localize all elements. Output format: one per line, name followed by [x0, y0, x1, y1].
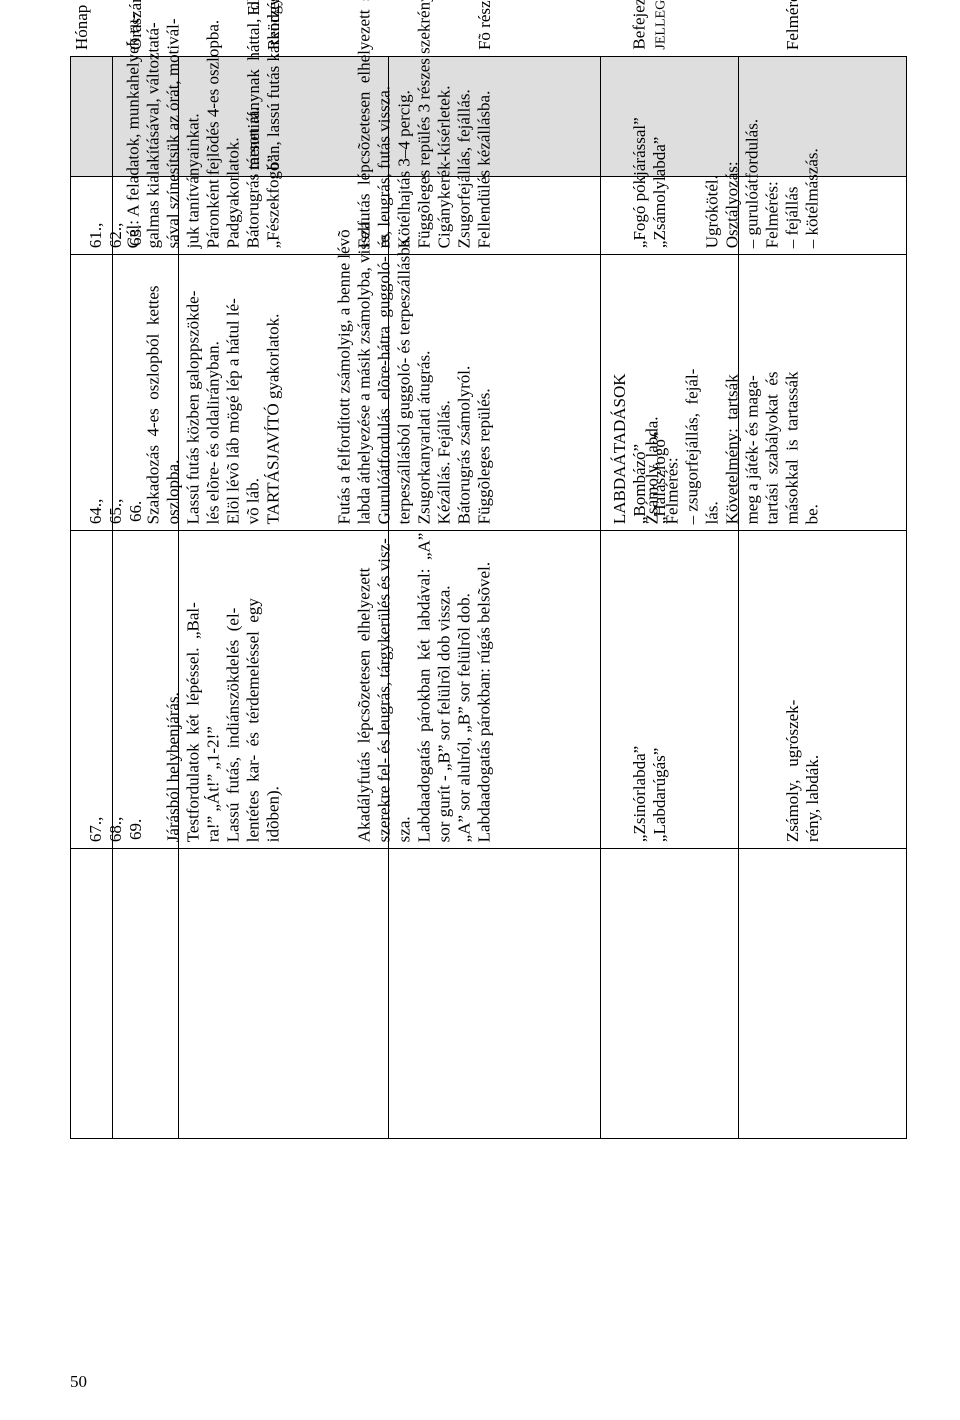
- th-honap-label: Hónap: [71, 5, 91, 50]
- table-row: 67., 68., 69. Járásból helybenjárás. Tes…: [71, 849, 907, 1139]
- th-honap: Hónap: [71, 57, 113, 177]
- cell-elo: Cél: A feladatok, munkahelyek ru- galmas…: [123, 13, 283, 248]
- cell-fo: Futás a felfordított zsámolyig, a benne …: [334, 217, 494, 524]
- lesson-plan-table: Hónap Óraszám Elõkészítõ rész (cél) Rend…: [70, 56, 907, 1139]
- cell-fel: Ugrókötél. Osztályozás: – gurulóátfordul…: [702, 119, 822, 248]
- cell-elo: Járásból helybenjárás. Testfordulatok ké…: [163, 598, 283, 842]
- cell-bef: „Fogó pókjárással” „Zsámolylabda”: [629, 117, 669, 248]
- cell-elo: Szakadozás 4-es oszlopból kettes oszlopb…: [143, 285, 283, 524]
- page-number: 50: [70, 1372, 87, 1392]
- cell-fo: Akadályfutás lépcsõzetesen elhelyezett s…: [354, 532, 494, 842]
- cell-fel: Zsámoly, ugrószek- rény, labdák.: [782, 700, 822, 842]
- th-felmeres-label: Felmérés, osztályozás, eszköz: [782, 0, 822, 50]
- th-befejezo-label: Befejezõ rész ÁLLANDÓ JELLEGÛ GYAKORLATO…: [629, 0, 670, 50]
- cell-fo: Felfutás lépcsõzetesen elhelyezett szere…: [354, 0, 494, 248]
- cell-fel: Zsámoly, labda. Felmérés: – zsugorfejáll…: [642, 368, 822, 524]
- cell-bef: „Zsinórlabda” „Labdarúgás”: [629, 746, 669, 842]
- cell-ora: 67., 68., 69.: [85, 817, 145, 843]
- cell-ora: 64., 65., 66.: [85, 499, 145, 525]
